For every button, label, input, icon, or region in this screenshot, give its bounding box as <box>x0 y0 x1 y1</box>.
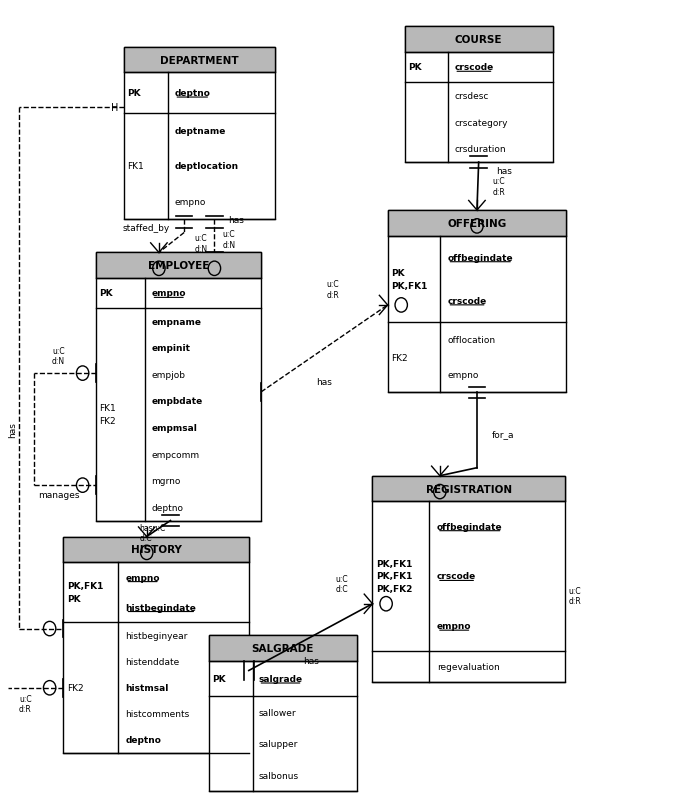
Text: empname: empname <box>152 317 201 326</box>
Text: mgrno: mgrno <box>152 476 181 485</box>
Bar <box>124 48 275 220</box>
Bar <box>373 476 565 502</box>
Text: empno: empno <box>175 197 206 206</box>
Text: OFFERING: OFFERING <box>447 219 506 229</box>
Bar <box>209 635 357 661</box>
Text: empinit: empinit <box>152 344 190 353</box>
Text: crsdesc: crsdesc <box>454 91 489 101</box>
Text: u:C
d:C: u:C d:C <box>335 574 348 593</box>
Text: deptname: deptname <box>175 127 226 136</box>
Text: deptno: deptno <box>126 735 161 744</box>
Text: FK2: FK2 <box>67 683 83 692</box>
Bar <box>96 253 261 520</box>
Text: COURSE: COURSE <box>455 34 502 45</box>
Text: histenddate: histenddate <box>126 657 179 666</box>
Bar <box>388 211 566 393</box>
Text: has: has <box>303 656 319 665</box>
Text: empmsal: empmsal <box>152 423 197 432</box>
Text: offlocation: offlocation <box>447 336 495 345</box>
Text: manages: manages <box>38 491 79 500</box>
Text: histbeginyear: histbeginyear <box>126 631 188 640</box>
Text: deptno: deptno <box>152 503 184 512</box>
Text: histmsal: histmsal <box>126 683 169 692</box>
Text: empbdate: empbdate <box>152 397 203 406</box>
Text: salupper: salupper <box>259 739 298 748</box>
Text: histcomments: histcomments <box>126 709 190 718</box>
Text: u:C
d:N: u:C d:N <box>195 234 208 253</box>
Text: PK: PK <box>408 63 422 72</box>
Text: empno: empno <box>152 289 186 298</box>
Bar <box>405 27 553 53</box>
Text: u:C
d:N: u:C d:N <box>223 230 236 249</box>
Text: PK,FK1
PK: PK,FK1 PK <box>67 581 104 603</box>
Text: has: has <box>228 216 244 225</box>
Text: PK,FK1
PK,FK1
PK,FK2: PK,FK1 PK,FK1 PK,FK2 <box>376 559 413 593</box>
Text: for_a: for_a <box>492 430 515 439</box>
Text: PK
PK,FK1: PK PK,FK1 <box>391 269 428 290</box>
Text: u:C
d:R: u:C d:R <box>326 280 339 299</box>
Text: crscode: crscode <box>454 63 493 72</box>
Bar <box>63 537 249 562</box>
Text: has: has <box>8 422 17 438</box>
Text: deptlocation: deptlocation <box>175 162 239 171</box>
Text: empno: empno <box>126 573 160 582</box>
Text: REGISTRATION: REGISTRATION <box>426 484 512 494</box>
Text: u:C
d:N: u:C d:N <box>52 346 65 366</box>
Text: PK: PK <box>212 674 226 683</box>
Text: hasu:C
d:C: hasu:C d:C <box>139 523 166 543</box>
Text: crscode: crscode <box>447 297 486 306</box>
Text: regevaluation: regevaluation <box>437 662 500 671</box>
Text: FK1: FK1 <box>127 162 144 171</box>
Bar <box>388 211 566 237</box>
Bar <box>63 537 249 752</box>
Text: u:C
d:R: u:C d:R <box>569 586 581 606</box>
Text: has: has <box>317 378 333 387</box>
Text: offbegindate: offbegindate <box>447 253 513 262</box>
Text: deptno: deptno <box>175 89 210 98</box>
Text: u:C
d:R: u:C d:R <box>19 695 32 714</box>
Text: empno: empno <box>447 371 479 380</box>
Text: salgrade: salgrade <box>259 674 302 683</box>
Text: histbegindate: histbegindate <box>126 603 196 612</box>
Bar <box>373 476 565 683</box>
Text: empno: empno <box>437 622 471 630</box>
Text: u:C
d:R: u:C d:R <box>493 177 505 196</box>
Text: offbegindate: offbegindate <box>437 522 502 531</box>
Text: has: has <box>496 166 512 176</box>
Text: crscategory: crscategory <box>454 119 508 128</box>
Text: SALGRADE: SALGRADE <box>252 643 314 653</box>
Text: H: H <box>111 103 118 113</box>
Bar <box>96 253 261 279</box>
Text: crsduration: crsduration <box>454 145 506 154</box>
Text: PK: PK <box>99 289 113 298</box>
Text: empjob: empjob <box>152 371 186 379</box>
Text: DEPARTMENT: DEPARTMENT <box>160 55 239 66</box>
Bar <box>124 48 275 73</box>
Text: crscode: crscode <box>437 572 476 581</box>
Bar <box>209 635 357 791</box>
Text: sallower: sallower <box>259 708 296 717</box>
Text: HISTORY: HISTORY <box>130 545 181 555</box>
Text: staffed_by: staffed_by <box>123 224 170 233</box>
Bar <box>405 27 553 163</box>
Text: FK2: FK2 <box>391 353 408 363</box>
Text: salbonus: salbonus <box>259 771 299 780</box>
Text: PK: PK <box>127 89 140 98</box>
Text: EMPLOYEE: EMPLOYEE <box>148 261 209 271</box>
Text: FK1
FK2: FK1 FK2 <box>99 404 117 425</box>
Text: empcomm: empcomm <box>152 450 199 459</box>
